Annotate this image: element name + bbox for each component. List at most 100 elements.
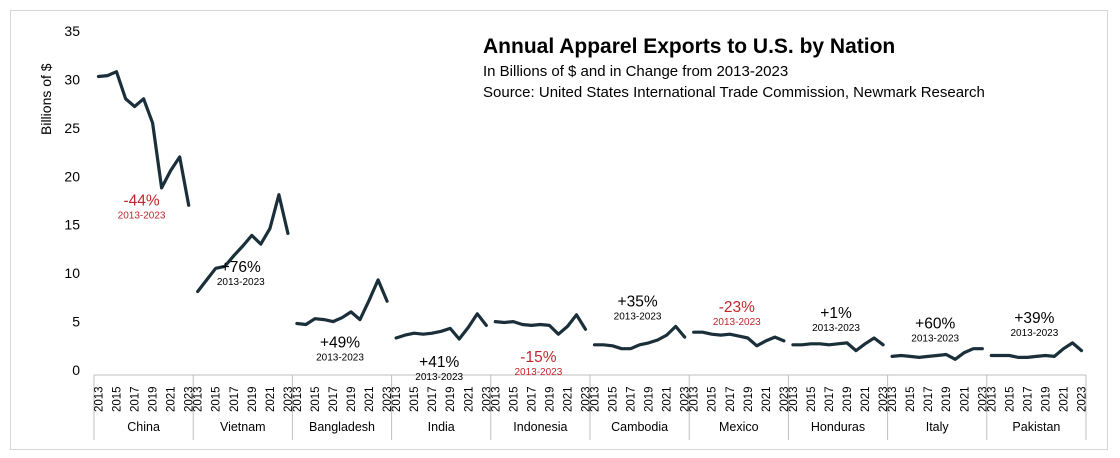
period-label: 2013-2023 <box>217 277 265 288</box>
x-tick-label: 2019 <box>544 386 556 412</box>
change-label: +76% <box>221 259 261 276</box>
x-tick-label: 2021 <box>662 386 674 412</box>
y-tick-label: 10 <box>64 265 80 281</box>
x-tick-label: 2013 <box>490 386 502 412</box>
series-line <box>890 347 984 361</box>
x-tick-label: 2013 <box>689 386 701 412</box>
category-label: India <box>428 420 455 434</box>
y-tick-label: 35 <box>64 23 80 39</box>
change-label: -23% <box>719 299 755 316</box>
x-tick-label: 2015 <box>1004 386 1016 412</box>
period-label: 2013-2023 <box>911 334 959 345</box>
x-tick-label: 2019 <box>743 386 755 412</box>
x-tick-label: 2017 <box>725 386 737 412</box>
x-tick-label: 2017 <box>328 386 340 412</box>
category-label: Mexico <box>719 420 759 434</box>
x-tick-label: 2013 <box>193 386 205 412</box>
category-label: Indonesia <box>513 420 567 434</box>
x-tick-label: 2021 <box>364 386 376 412</box>
chart-subtitle: In Billions of $ and in Change from 2013… <box>483 63 788 80</box>
series-line <box>295 278 389 327</box>
y-tick-label: 5 <box>72 314 80 330</box>
x-tick-label: 2019 <box>644 386 656 412</box>
change-annotations: -44%2013-2023+76%2013-2023+49%2013-2023 +… <box>118 192 1059 383</box>
x-tick-label: 2013 <box>391 386 403 412</box>
x-tick-label: 2021 <box>166 386 178 412</box>
series-line <box>196 193 290 294</box>
x-tick-label: 2021 <box>463 386 475 412</box>
x-tick-label: 2017 <box>130 386 142 412</box>
x-tick-label: 2015 <box>112 386 124 412</box>
x-tick-label: 2021 <box>1058 386 1070 412</box>
x-tick-label: 2021 <box>959 386 971 412</box>
x-tick-label: 2013 <box>292 386 304 412</box>
y-tick-label: 30 <box>64 71 80 87</box>
chart-frame <box>10 10 1108 450</box>
change-label: +35% <box>618 293 658 310</box>
x-tick-label: 2013 <box>94 386 106 412</box>
x-tick-label: 2015 <box>211 386 223 412</box>
x-tick-label: 2019 <box>842 386 854 412</box>
x-tick-label: 2015 <box>608 386 620 412</box>
x-tick-label: 2013 <box>788 386 800 412</box>
series-line <box>493 313 588 336</box>
x-tick-label: 2019 <box>148 386 160 412</box>
x-tick-label: 2019 <box>346 386 358 412</box>
x-tick-label: 2015 <box>310 386 322 412</box>
y-tick-label: 25 <box>64 120 80 136</box>
change-label: +60% <box>915 316 955 333</box>
period-label: 2013-2023 <box>316 353 364 364</box>
x-tick-label: 2017 <box>1022 386 1034 412</box>
category-label: China <box>127 420 160 434</box>
category-label: Bangladesh <box>309 420 375 434</box>
x-tick-label: 2017 <box>923 386 935 412</box>
period-label: 2013-2023 <box>713 317 761 328</box>
category-label: Pakistan <box>1012 420 1060 434</box>
change-label: +41% <box>419 354 459 371</box>
x-tick-label: 2017 <box>626 386 638 412</box>
x-tick-label: 2017 <box>824 386 836 412</box>
y-tick-label: 20 <box>64 168 80 184</box>
series-lines <box>96 70 1084 361</box>
chart-title: Annual Apparel Exports to U.S. by Nation <box>483 35 895 58</box>
x-tick-label: 2015 <box>806 386 818 412</box>
series-line <box>394 312 488 341</box>
x-tick-label: 2013 <box>887 386 899 412</box>
y-tick-label: 0 <box>72 362 80 378</box>
period-label: 2013-2023 <box>614 311 662 322</box>
change-label: +39% <box>1014 310 1054 327</box>
category-label: Italy <box>926 420 950 434</box>
x-tick-label: 2017 <box>229 386 241 412</box>
x-tick-label: 2021 <box>860 386 872 412</box>
x-tick-label: 2015 <box>508 386 520 412</box>
period-label: 2013-2023 <box>415 372 463 383</box>
x-tick-label: 2023 <box>1077 386 1089 412</box>
x-tick-label: 2015 <box>409 386 421 412</box>
x-tick-label: 2019 <box>445 386 457 412</box>
x-tick-label: 2017 <box>427 386 439 412</box>
series-line <box>692 330 786 348</box>
series-line <box>791 336 885 353</box>
series-line <box>96 70 191 207</box>
x-tick-label: 2015 <box>905 386 917 412</box>
x-tick-label: 2013 <box>986 386 998 412</box>
y-axis-label: Billions of $ <box>38 63 54 135</box>
period-label: 2013-2023 <box>118 210 166 221</box>
period-label: 2013-2023 <box>514 367 562 378</box>
x-tick-label: 2019 <box>941 386 953 412</box>
x-tick-label: 2015 <box>707 386 719 412</box>
x-axis: 2013 2015 2017 2019 2021 2023 China 2013 2015 201… <box>93 374 1089 440</box>
change-label: +1% <box>820 305 852 322</box>
change-label: +49% <box>320 335 360 352</box>
x-tick-label: 2019 <box>247 386 259 412</box>
x-tick-label: 2021 <box>761 386 773 412</box>
period-label: 2013-2023 <box>812 323 860 334</box>
y-axis-ticks: 0 5 10 15 20 25 30 35 <box>64 23 80 378</box>
change-label: -44% <box>124 192 160 209</box>
category-label: Vietnam <box>220 420 266 434</box>
change-label: -15% <box>520 349 556 366</box>
category-label: Honduras <box>811 420 865 434</box>
period-label: 2013-2023 <box>1010 328 1058 339</box>
x-tick-label: 2019 <box>1040 386 1052 412</box>
